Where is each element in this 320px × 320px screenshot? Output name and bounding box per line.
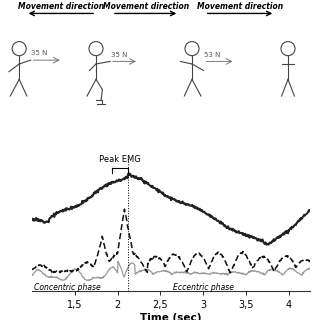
Text: Movement direction: Movement direction xyxy=(18,2,104,11)
Text: 35 N: 35 N xyxy=(111,52,127,58)
Text: Movement direction: Movement direction xyxy=(197,2,283,11)
Text: Eccentric phase: Eccentric phase xyxy=(173,283,234,292)
Text: Movement direction: Movement direction xyxy=(102,2,189,11)
Text: 35 N: 35 N xyxy=(31,50,48,56)
X-axis label: Time (sec): Time (sec) xyxy=(140,313,202,320)
Text: Peak EMG: Peak EMG xyxy=(99,155,141,164)
Text: Concentric phase: Concentric phase xyxy=(34,283,100,292)
Text: 53 N: 53 N xyxy=(204,52,220,58)
